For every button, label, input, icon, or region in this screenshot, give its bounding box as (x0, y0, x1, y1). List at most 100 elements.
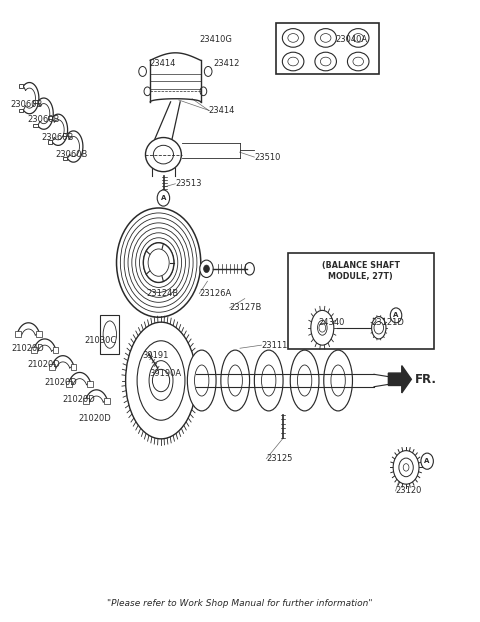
Text: 23060B: 23060B (27, 115, 60, 124)
Text: 21020D: 21020D (78, 414, 111, 423)
Circle shape (319, 323, 325, 332)
Circle shape (139, 67, 146, 77)
Ellipse shape (324, 350, 352, 411)
Bar (34, 124, 38, 128)
Ellipse shape (145, 137, 181, 172)
Bar (288, 253, 434, 350)
Ellipse shape (262, 365, 276, 396)
Text: 39190A: 39190A (149, 369, 181, 378)
Ellipse shape (321, 57, 331, 66)
Polygon shape (388, 366, 411, 393)
Text: 23040A: 23040A (336, 35, 368, 44)
Circle shape (140, 238, 178, 287)
Ellipse shape (103, 321, 117, 348)
Text: 21030C: 21030C (84, 336, 117, 345)
Ellipse shape (282, 52, 304, 71)
Ellipse shape (315, 29, 336, 47)
Circle shape (144, 87, 151, 96)
Ellipse shape (137, 341, 185, 420)
Circle shape (136, 233, 181, 292)
Bar (48, 140, 52, 144)
Text: 23060B: 23060B (41, 132, 74, 142)
Text: 21020D: 21020D (27, 361, 60, 369)
Bar (19, 85, 24, 88)
Text: 21020D: 21020D (62, 395, 95, 404)
Circle shape (399, 458, 413, 476)
Bar (34, 100, 38, 103)
Bar (19, 108, 24, 112)
Ellipse shape (228, 365, 242, 396)
Ellipse shape (187, 350, 216, 411)
Bar (87, 381, 93, 387)
Circle shape (204, 67, 212, 77)
Ellipse shape (311, 310, 334, 345)
Ellipse shape (126, 322, 196, 439)
Ellipse shape (353, 34, 363, 42)
Text: FR.: FR. (415, 373, 437, 386)
Circle shape (148, 249, 169, 276)
Text: 23513: 23513 (175, 179, 202, 188)
Text: 24340: 24340 (318, 318, 344, 327)
Text: 23510: 23510 (254, 152, 281, 162)
Text: A: A (161, 195, 166, 201)
Circle shape (200, 87, 207, 96)
Text: A: A (393, 312, 399, 318)
Ellipse shape (353, 57, 363, 66)
Text: 23124B: 23124B (147, 289, 179, 298)
Text: 23121D: 23121D (372, 318, 405, 327)
Ellipse shape (154, 146, 173, 164)
Circle shape (117, 208, 201, 317)
Circle shape (144, 243, 174, 282)
Ellipse shape (290, 350, 319, 411)
Bar (276, 23, 379, 74)
Ellipse shape (321, 34, 331, 42)
Text: MODULE, 27T): MODULE, 27T) (328, 272, 393, 281)
Bar (15, 331, 21, 337)
Circle shape (204, 265, 209, 272)
Ellipse shape (254, 350, 283, 411)
Ellipse shape (298, 365, 312, 396)
Text: 23060B: 23060B (56, 150, 88, 159)
Text: 23410G: 23410G (199, 35, 232, 44)
Ellipse shape (348, 52, 369, 71)
Ellipse shape (288, 34, 299, 42)
Circle shape (144, 243, 174, 282)
Ellipse shape (149, 361, 173, 401)
Ellipse shape (221, 350, 250, 411)
Text: 21020D: 21020D (45, 378, 77, 387)
Circle shape (393, 450, 419, 484)
Circle shape (421, 453, 433, 469)
Text: "Please refer to Work Shop Manual for further information": "Please refer to Work Shop Manual for fu… (107, 598, 373, 608)
Bar (100, 315, 120, 355)
Bar (31, 347, 37, 353)
Bar (49, 364, 55, 370)
Bar (52, 347, 58, 353)
Bar (63, 133, 67, 136)
Text: 21020D: 21020D (11, 344, 44, 353)
Text: 39191: 39191 (142, 351, 168, 360)
Ellipse shape (348, 29, 369, 47)
Circle shape (124, 218, 193, 307)
Text: 23127B: 23127B (229, 304, 262, 312)
Text: 23120: 23120 (396, 486, 422, 496)
Circle shape (200, 260, 213, 277)
Circle shape (245, 262, 254, 275)
Ellipse shape (288, 57, 299, 66)
Circle shape (120, 213, 197, 312)
Circle shape (153, 369, 169, 392)
Text: (BALANCE SHAFT: (BALANCE SHAFT (322, 261, 400, 270)
Circle shape (157, 190, 169, 206)
Text: A: A (424, 458, 430, 464)
Text: 23126A: 23126A (199, 289, 231, 298)
Bar (63, 157, 67, 160)
Ellipse shape (194, 365, 209, 396)
Circle shape (374, 322, 384, 334)
Circle shape (403, 463, 409, 471)
Circle shape (128, 223, 189, 302)
Text: 23060B: 23060B (10, 100, 43, 109)
Ellipse shape (315, 52, 336, 71)
Circle shape (390, 308, 402, 323)
Text: 23111: 23111 (262, 341, 288, 350)
Ellipse shape (331, 365, 345, 396)
Bar (66, 381, 72, 387)
